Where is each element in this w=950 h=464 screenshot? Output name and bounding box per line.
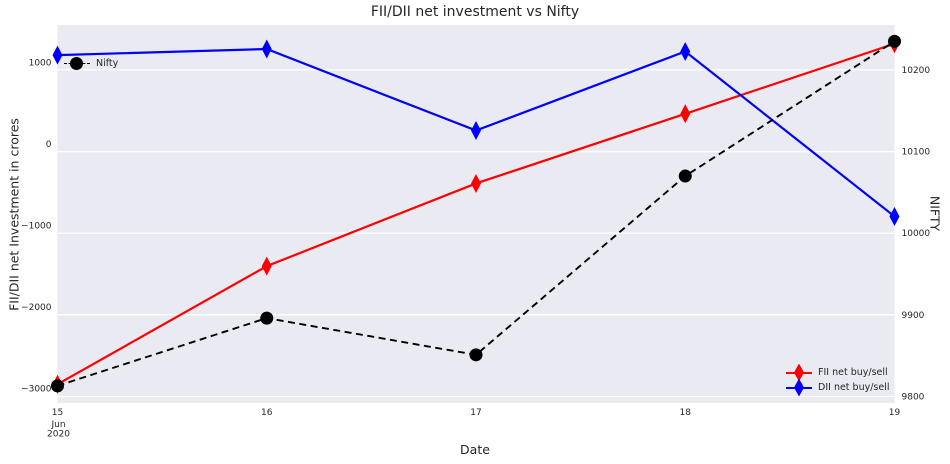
data-point-diamond xyxy=(471,120,481,140)
x-tick-label: 18 xyxy=(680,408,692,418)
right-tick-label: 10100 xyxy=(902,148,931,158)
gridlines xyxy=(57,69,895,398)
legend-label-fii: FII net buy/sell xyxy=(818,367,888,378)
data-point-circle xyxy=(888,34,901,48)
left-tick-label: −1000 xyxy=(21,221,52,231)
right-tick-labels: 10200 10100 10000 9900 9800 xyxy=(902,66,931,403)
data-point-diamond xyxy=(261,39,272,59)
x-tick-subline: Jun xyxy=(50,420,65,430)
data-point-circle xyxy=(469,348,483,362)
chart-title: FII/DII net investment vs Nifty xyxy=(370,4,580,20)
x-tick-label: 17 xyxy=(470,408,481,418)
legend-buy-sell: FII net buy/sell DII net buy/sell xyxy=(786,363,890,397)
data-point-diamond xyxy=(261,256,272,276)
left-tick-label: −2000 xyxy=(21,303,52,313)
left-tick-labels: 1000 0 −1000 −2000 −3000 xyxy=(21,58,52,394)
dii-blue-diamond-marker-icon xyxy=(786,378,812,397)
data-point-circle xyxy=(51,379,64,393)
right-axis-label: NIFTY xyxy=(927,195,943,232)
legend-item-dii: DII net buy/sell xyxy=(786,378,890,397)
data-point-diamond xyxy=(52,45,63,65)
right-tick-label: 10000 xyxy=(902,229,931,239)
right-tick-label: 9900 xyxy=(902,311,925,321)
data-point-diamond xyxy=(889,206,900,226)
x-tick-subline: 2020 xyxy=(47,430,70,440)
series-nifty xyxy=(51,34,901,393)
x-tick-label: 19 xyxy=(889,408,901,418)
nifty-dashed-circle-marker-icon xyxy=(64,55,90,73)
legend-label-dii: DII net buy/sell xyxy=(818,382,890,393)
series-dii-net-buy-sell xyxy=(52,39,900,226)
x-axis-label: Date xyxy=(460,442,490,457)
legend-label-nifty: Nifty xyxy=(96,58,119,69)
right-tick-label: 10200 xyxy=(902,66,931,76)
data-point-diamond xyxy=(680,41,691,61)
plot-area xyxy=(57,25,895,403)
data-point-diamond xyxy=(680,104,691,124)
fii-red-diamond-marker-icon xyxy=(786,363,812,382)
data-point-circle xyxy=(678,169,692,183)
legend-nifty: Nifty xyxy=(64,55,119,73)
left-tick-label: 0 xyxy=(46,140,52,150)
x-tick-label: 16 xyxy=(261,408,273,418)
left-axis-label: FII/DII net Investment in crores xyxy=(6,118,22,311)
left-tick-label: 1000 xyxy=(29,58,52,68)
legend-item-nifty: Nifty xyxy=(64,55,119,73)
data-point-diamond xyxy=(471,173,481,193)
left-tick-label: −3000 xyxy=(21,384,52,394)
x-tick-label: 15 xyxy=(52,408,63,418)
legend-item-fii: FII net buy/sell xyxy=(786,363,890,382)
right-tick-label: 9800 xyxy=(902,392,925,402)
data-point-circle xyxy=(260,311,274,325)
